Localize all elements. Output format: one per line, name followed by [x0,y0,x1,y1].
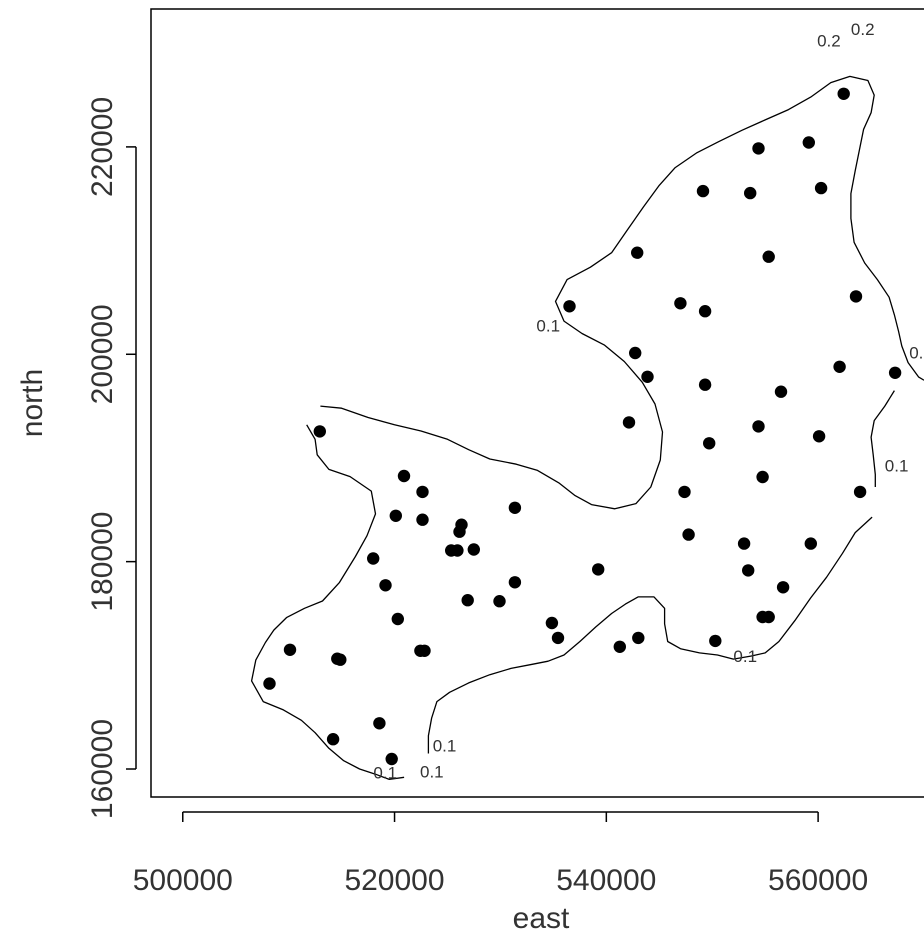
contour-label: 0.1 [909,343,924,362]
data-point [682,528,695,541]
data-point [696,184,710,198]
x-tick-label: 520000 [344,864,444,897]
data-point [545,616,559,630]
contour-line [427,516,873,754]
data-point [762,250,775,263]
contour-line [250,424,405,781]
data-point [756,470,769,484]
data-point [674,297,687,310]
data-point [416,513,429,526]
data-point [367,552,380,565]
data-point [613,640,626,653]
data-point [698,378,712,391]
data-point [698,305,712,318]
data-point [551,631,565,645]
contour-label: 0.1 [433,736,457,755]
contour-label: 0.1 [373,763,397,782]
data-point [467,543,480,556]
data-point [397,469,411,483]
data-point [888,366,902,379]
data-point [631,246,644,259]
data-point [334,653,347,666]
data-point [283,643,297,656]
plot-border [150,8,924,798]
data-point [814,181,828,195]
data-point [752,420,765,433]
y-tick-label: 200000 [86,304,119,404]
data-point [373,717,386,730]
contour-label: 0.1 [733,647,757,666]
contour-lines [250,75,924,781]
y-tick-label: 160000 [86,719,119,819]
data-point [641,370,654,383]
contour-label: 0.2 [817,31,841,50]
data-point [592,563,605,576]
y-axis-title: north [16,369,49,437]
data-point [632,631,645,645]
data-point [802,136,815,149]
contour-labels: 0.2 0.2 0.1 0.1 0.1 0.1 0.1 0.1 0.1 [373,20,924,782]
x-axis-title: east [513,902,570,935]
data-point [313,425,326,438]
data-point [709,634,722,648]
data-point [744,186,757,200]
data-point [418,644,431,657]
y-tick-label: 220000 [86,97,119,197]
data-point [804,537,817,550]
axes: 500000 520000 540000 560000 160000 180000 2000… [86,8,924,897]
y-tick-label: 180000 [86,512,119,612]
data-point [453,525,466,538]
data-point [508,501,522,514]
data-point [508,576,522,589]
contour-label: 0.1 [420,762,444,781]
data-point [416,485,429,499]
data-point [391,612,404,626]
data-point [742,564,755,577]
data-points [263,87,902,766]
data-point [263,677,276,690]
x-tick-label: 540000 [556,864,656,897]
data-point [379,579,392,592]
contour-line [870,390,895,487]
data-point [752,142,765,155]
data-point [622,416,636,429]
data-point [776,581,790,594]
contour-label: 0.1 [885,456,909,475]
x-tick-label: 560000 [768,864,868,897]
x-tick-label: 500000 [133,864,233,897]
data-point [629,346,642,360]
data-point [493,595,506,608]
data-point [849,290,863,303]
data-point [326,733,340,746]
data-point [563,300,576,313]
data-point [385,752,398,766]
contour-label: 0.1 [536,317,560,336]
data-point [451,544,464,557]
data-point [837,87,850,101]
data-point [737,537,751,550]
contour-line [320,75,924,510]
data-point [461,594,474,607]
contour-label: 0.2 [851,20,875,39]
data-point [762,610,775,624]
data-point [678,485,691,499]
data-point [389,509,402,522]
data-point [703,437,716,450]
data-point [833,360,846,373]
data-point [812,430,826,443]
data-point [774,385,788,398]
data-point [853,485,867,499]
